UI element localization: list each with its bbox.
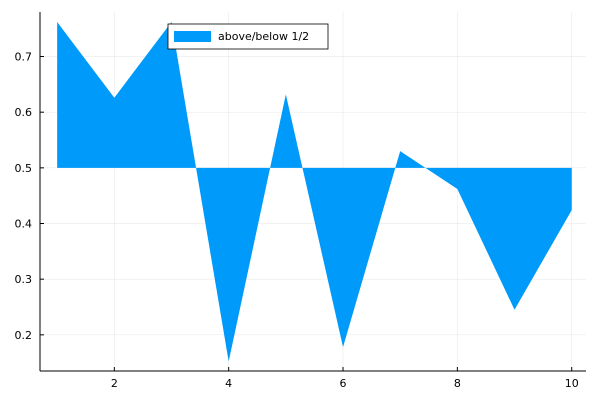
y-tick-label: 0.3: [15, 273, 33, 286]
tick-labels: 2 4 6 8 10 0.2 0.3 0.4 0.5 0.6 0.7: [15, 51, 579, 390]
y-tick-label: 0.7: [15, 51, 33, 64]
x-tick-label: 2: [111, 377, 118, 390]
y-tick-label: 0.6: [15, 106, 33, 119]
x-tick-label: 10: [565, 377, 579, 390]
legend: above/below 1/2: [167, 23, 329, 50]
x-tick-label: 4: [225, 377, 232, 390]
y-tick-label: 0.2: [15, 329, 33, 342]
y-tick-label: 0.5: [15, 162, 33, 175]
x-tick-label: 6: [340, 377, 347, 390]
x-tick-label: 8: [454, 377, 461, 390]
legend-swatch: [174, 31, 211, 42]
area-series: [57, 22, 572, 362]
axes: [39, 12, 586, 372]
legend-label: above/below 1/2: [218, 30, 309, 43]
y-tick-label: 0.4: [15, 218, 33, 231]
series-fill: [57, 22, 572, 362]
